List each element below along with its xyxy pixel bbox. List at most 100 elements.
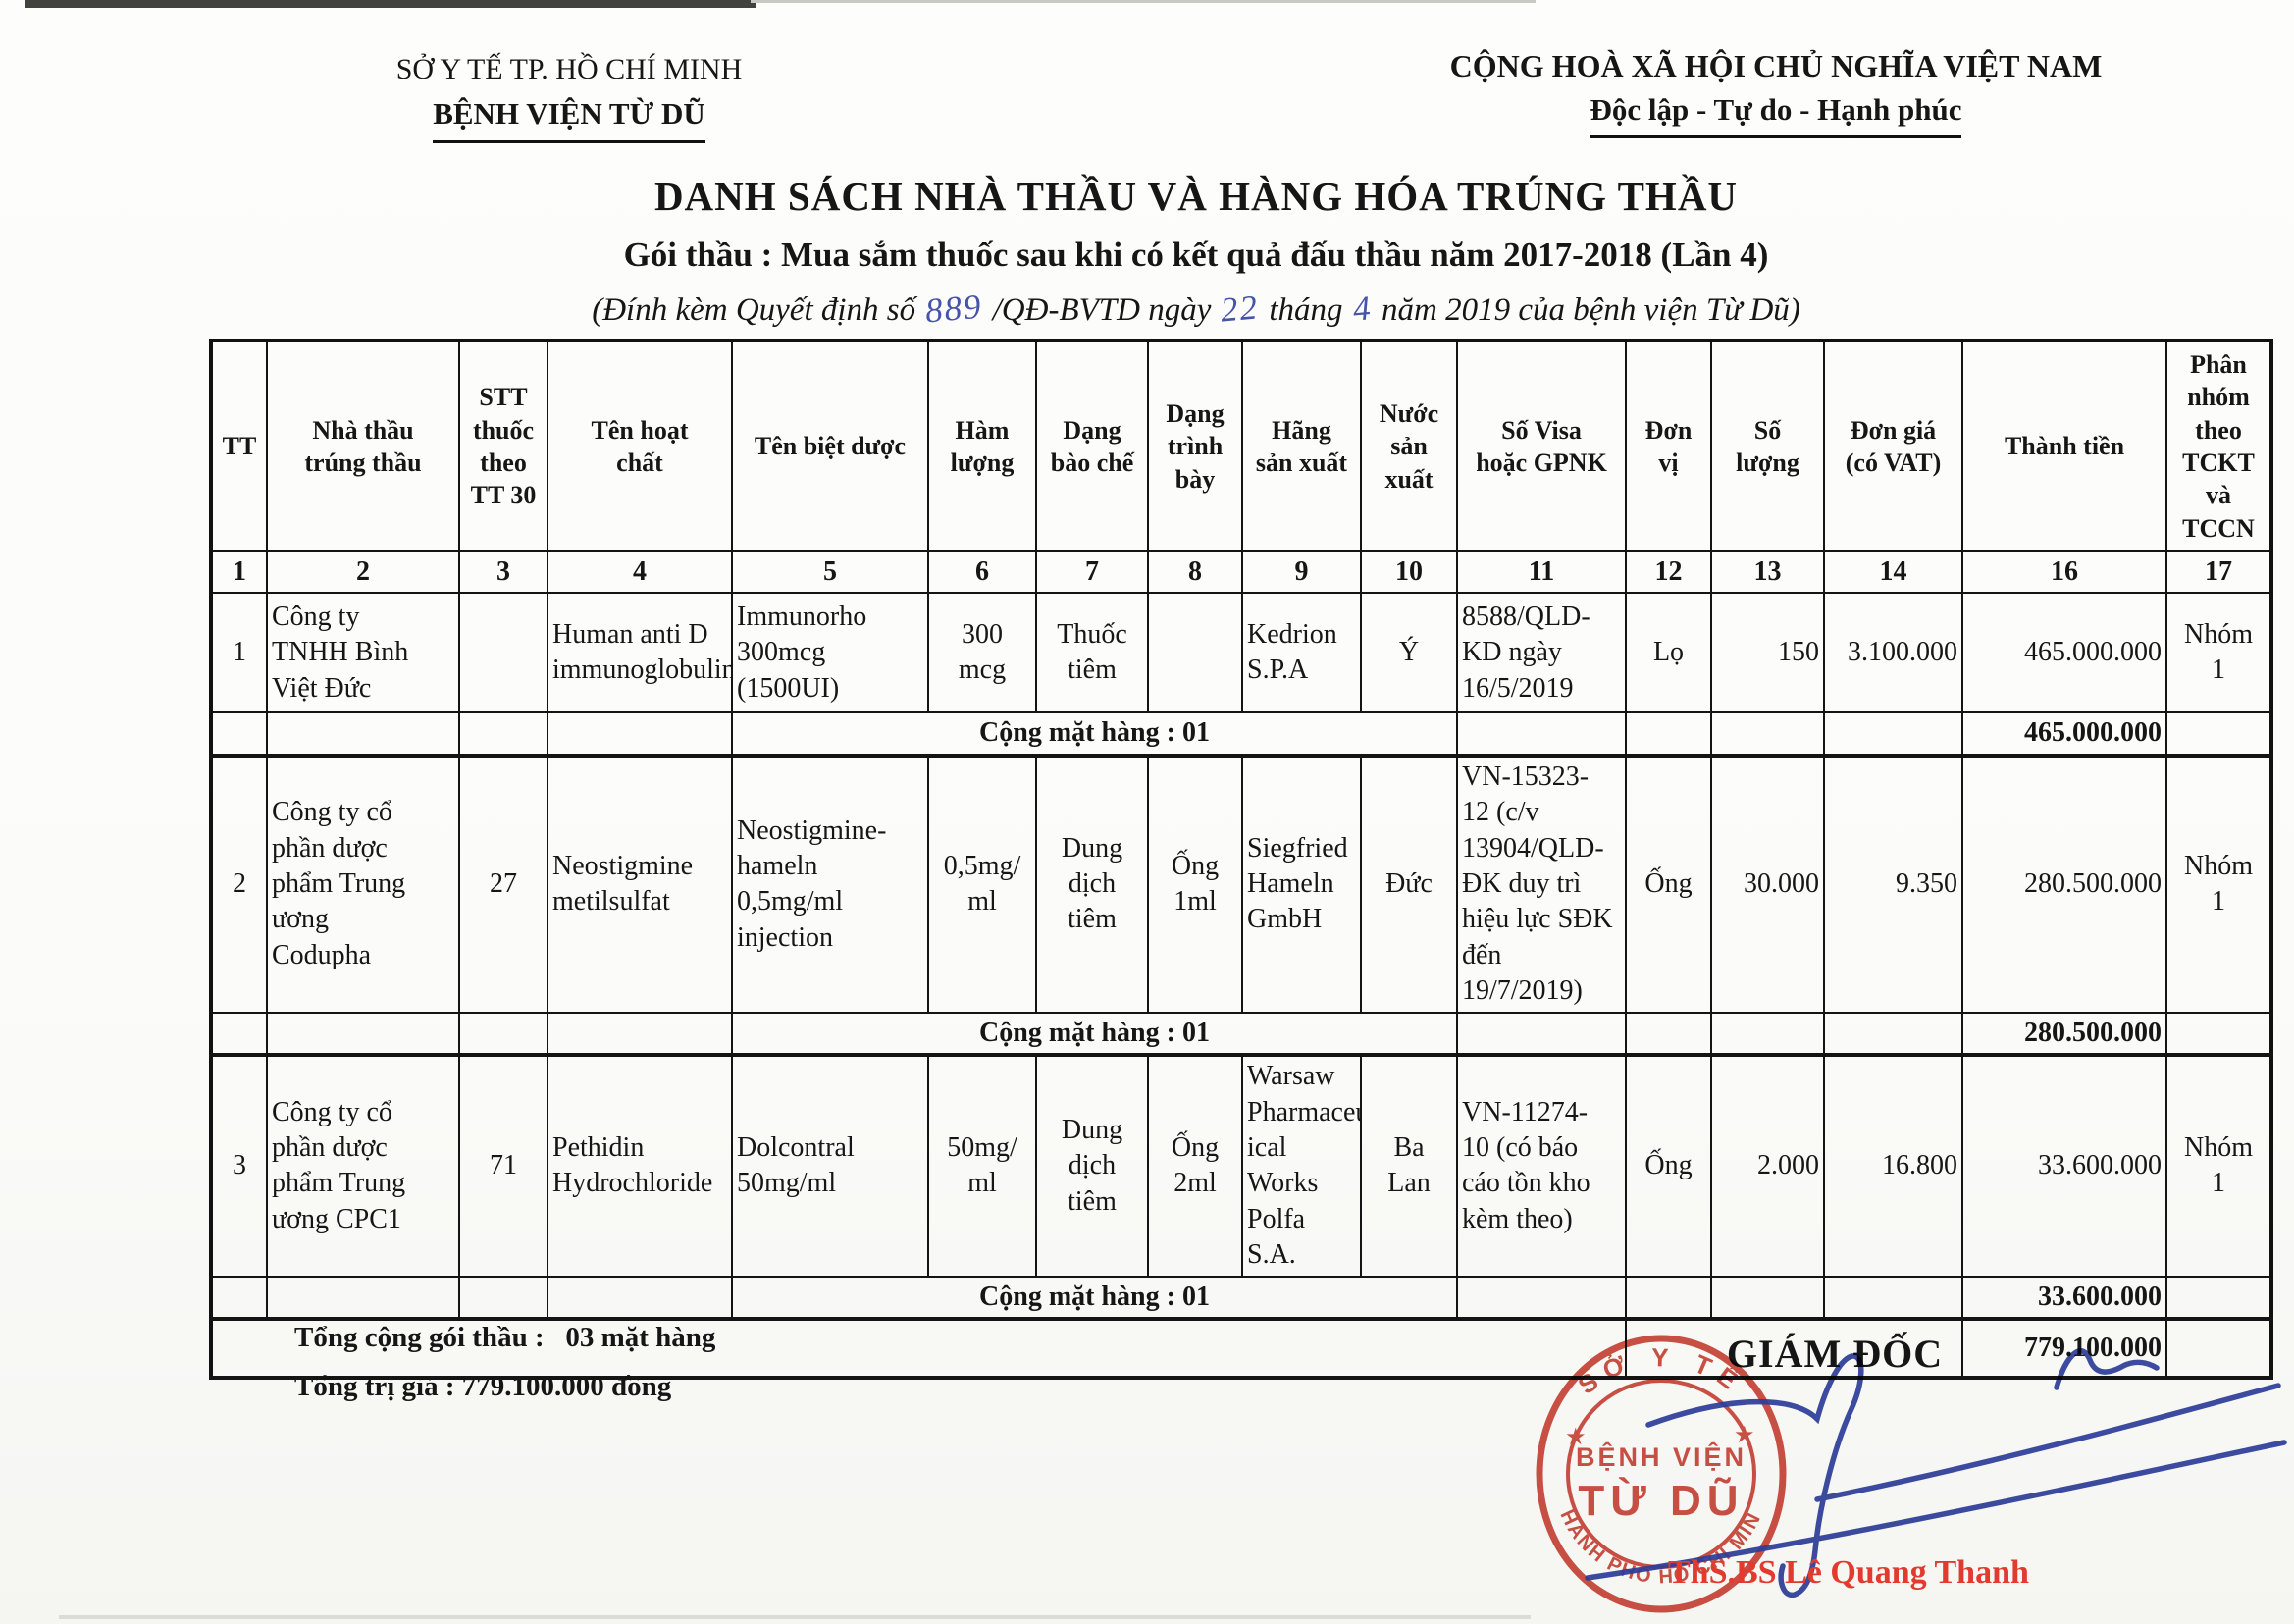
header-cell: Hàm lượng: [927, 340, 1037, 552]
cell-country: Ba Lan: [1360, 1054, 1458, 1278]
cell-country: Đức: [1360, 754, 1458, 1014]
handwritten-month: 4: [1350, 288, 1374, 329]
cell-contractor: Công ty TNHH Bình Việt Đức: [266, 592, 460, 714]
column-number-row: 1 2 3 4 5 6 7 8 9 10 11 12 13 14 16 17: [210, 550, 2272, 595]
decision-text: /QĐ-BVTD ngày: [992, 292, 1212, 328]
column-number: 1: [210, 550, 268, 595]
cell-unit: Ống: [1625, 1054, 1712, 1278]
cell-visa-number: 8588/QLD- KD ngày 16/5/2019: [1456, 592, 1627, 714]
subtotal-label: Cộng mặt hàng : 01: [731, 711, 1458, 758]
column-number: 7: [1035, 550, 1149, 595]
cell-group: Nhóm 1: [2165, 1054, 2272, 1278]
cell-stt: 1: [210, 592, 268, 714]
header-cell: Đơn giá (có VAT): [1823, 340, 1963, 552]
cell-empty: [210, 1317, 1627, 1380]
cell-empty: [210, 1275, 268, 1321]
header-cell: TT: [210, 340, 268, 552]
cell-unit-price: 9.350: [1823, 754, 1963, 1014]
scan-edge-artifact: [25, 0, 756, 8]
column-number: 9: [1241, 550, 1362, 595]
column-number: 16: [1961, 550, 2167, 595]
cell-empty: [1456, 711, 1627, 758]
org-header-left: SỞ Y TẾ TP. HỒ CHÍ MINH BỆNH VIỆN TỪ DŨ: [275, 47, 863, 143]
cell-empty: [1625, 1275, 1712, 1321]
cell-empty: [1710, 1275, 1825, 1321]
column-number: 2: [266, 550, 460, 595]
header-cell: Nhà thầu trúng thầu: [266, 340, 460, 552]
cell-presentation: Ống 1ml: [1147, 754, 1243, 1014]
cell-strength: 50mg/ ml: [927, 1054, 1037, 1278]
cell-drug-stt: 27: [458, 754, 548, 1014]
cell-empty: [266, 1011, 460, 1058]
cell-active-ingredient: Neostigmine metilsulfat: [547, 754, 733, 1014]
header-cell: Số lượng: [1710, 340, 1825, 552]
table-row: 1 Công ty TNHH Bình Việt Đức Human anti …: [210, 592, 2272, 714]
cell-empty: [266, 1275, 460, 1321]
cell-drug-stt: 71: [458, 1054, 548, 1278]
table-row: 2 Công ty cổ phần dược phẩm Trung ương C…: [210, 754, 2272, 1014]
column-number: 10: [1360, 550, 1458, 595]
subtotal-row: Cộng mặt hàng : 01 465.000.000: [210, 711, 2272, 758]
column-number: 17: [2165, 550, 2272, 595]
cell-empty: [547, 1275, 733, 1321]
cell-empty: [210, 1011, 268, 1058]
cell-empty: [1710, 711, 1825, 758]
cell-visa-number: VN-15323- 12 (c/v 13904/QLD- ĐK duy trì …: [1456, 754, 1627, 1014]
cell-contractor: Công ty cổ phần dược phẩm Trung ương CPC…: [266, 1054, 460, 1278]
cell-empty: [458, 1011, 548, 1058]
national-motto-line2: Độc lập - Tự do - Hạnh phúc: [1364, 88, 2188, 139]
cell-empty: [1710, 1011, 1825, 1058]
cell-brand-name: Dolcontral 50mg/ml: [731, 1054, 929, 1278]
decision-text: năm 2019 của bệnh viện Từ Dũ): [1382, 292, 1800, 328]
total-value-line: Tổng trị giá : 779.100.000 đồng: [294, 1371, 672, 1402]
cell-quantity: 30.000: [1710, 754, 1825, 1014]
header-cell: Tên biệt dược: [731, 340, 929, 552]
cell-empty: [1823, 1011, 1963, 1058]
cell-manufacturer: Warsaw Pharmaceut ical Works Polfa S.A.: [1241, 1054, 1362, 1278]
cell-visa-number: VN-11274- 10 (có báo cáo tồn kho kèm the…: [1456, 1054, 1627, 1278]
cell-manufacturer: Siegfried Hameln GmbH: [1241, 754, 1362, 1014]
table-row: 3 Công ty cổ phần dược phẩm Trung ương C…: [210, 1054, 2272, 1278]
cell-stt: 3: [210, 1054, 268, 1278]
column-number: 12: [1625, 550, 1712, 595]
cell-drug-stt: [458, 592, 548, 714]
cell-amount: 33.600.000: [1961, 1054, 2167, 1278]
national-motto-line1: CỘNG HOÀ XÃ HỘI CHỦ NGHĨA VIỆT NAM: [1449, 48, 2103, 83]
cell-presentation: [1147, 592, 1243, 714]
header-cell: Hãng sản xuất: [1241, 340, 1362, 552]
cell-stt: 2: [210, 754, 268, 1014]
cell-empty: [1456, 1275, 1627, 1321]
cell-empty: [1625, 711, 1712, 758]
cell-presentation: Ống 2ml: [1147, 1054, 1243, 1278]
director-title: GIÁM ĐỐC: [1726, 1332, 1944, 1376]
header-cell: Nước sản xuất: [1360, 340, 1458, 552]
document-subtitle: Gói thầu : Mua sắm thuốc sau khi có kết …: [623, 236, 1769, 274]
bid-results-table: TT Nhà thầu trúng thầu STT thuốc theo TT…: [209, 339, 2273, 1380]
table-header-row: TT Nhà thầu trúng thầu STT thuốc theo TT…: [210, 340, 2272, 552]
cell-brand-name: Immunorho 300mcg (1500UI): [731, 592, 929, 714]
cell-quantity: 2.000: [1710, 1054, 1825, 1278]
document-title: DANH SÁCH NHÀ THẦU VÀ HÀNG HÓA TRÚNG THẦ…: [653, 174, 1739, 219]
stamp-star-left: ★: [1565, 1424, 1587, 1450]
header-cell: Phân nhóm theo TCKT và TCCN: [2165, 340, 2272, 552]
cell-empty: [547, 1011, 733, 1058]
cell-dosage-form: Dung dịch tiêm: [1035, 754, 1149, 1014]
handwritten-day: 22: [1219, 288, 1261, 330]
subtotal-label: Cộng mặt hàng : 01: [731, 1011, 1458, 1058]
cell-empty: [2165, 1275, 2272, 1321]
column-number: 5: [731, 550, 929, 595]
subtotal-row: Cộng mặt hàng : 01 280.500.000: [210, 1011, 2272, 1058]
header-cell: Tên hoạt chất: [547, 340, 733, 552]
total-items-line: Tổng cộng gói thầu : 03 mặt hàng: [294, 1322, 716, 1353]
cell-amount: 465.000.000: [1961, 592, 2167, 714]
cell-strength: 0,5mg/ ml: [927, 754, 1037, 1014]
cell-amount: 280.500.000: [1961, 754, 2167, 1014]
cell-empty: [458, 711, 548, 758]
column-number: 4: [547, 550, 733, 595]
cell-manufacturer: Kedrion S.P.A: [1241, 592, 1362, 714]
decision-text: tháng: [1269, 292, 1343, 328]
national-header: CỘNG HOÀ XÃ HỘI CHỦ NGHĨA VIỆT NAM Độc l…: [1364, 43, 2188, 139]
scan-edge-artifact: [59, 1615, 1531, 1619]
org-name-department: SỞ Y TẾ TP. HỒ CHÍ MINH: [395, 53, 743, 85]
